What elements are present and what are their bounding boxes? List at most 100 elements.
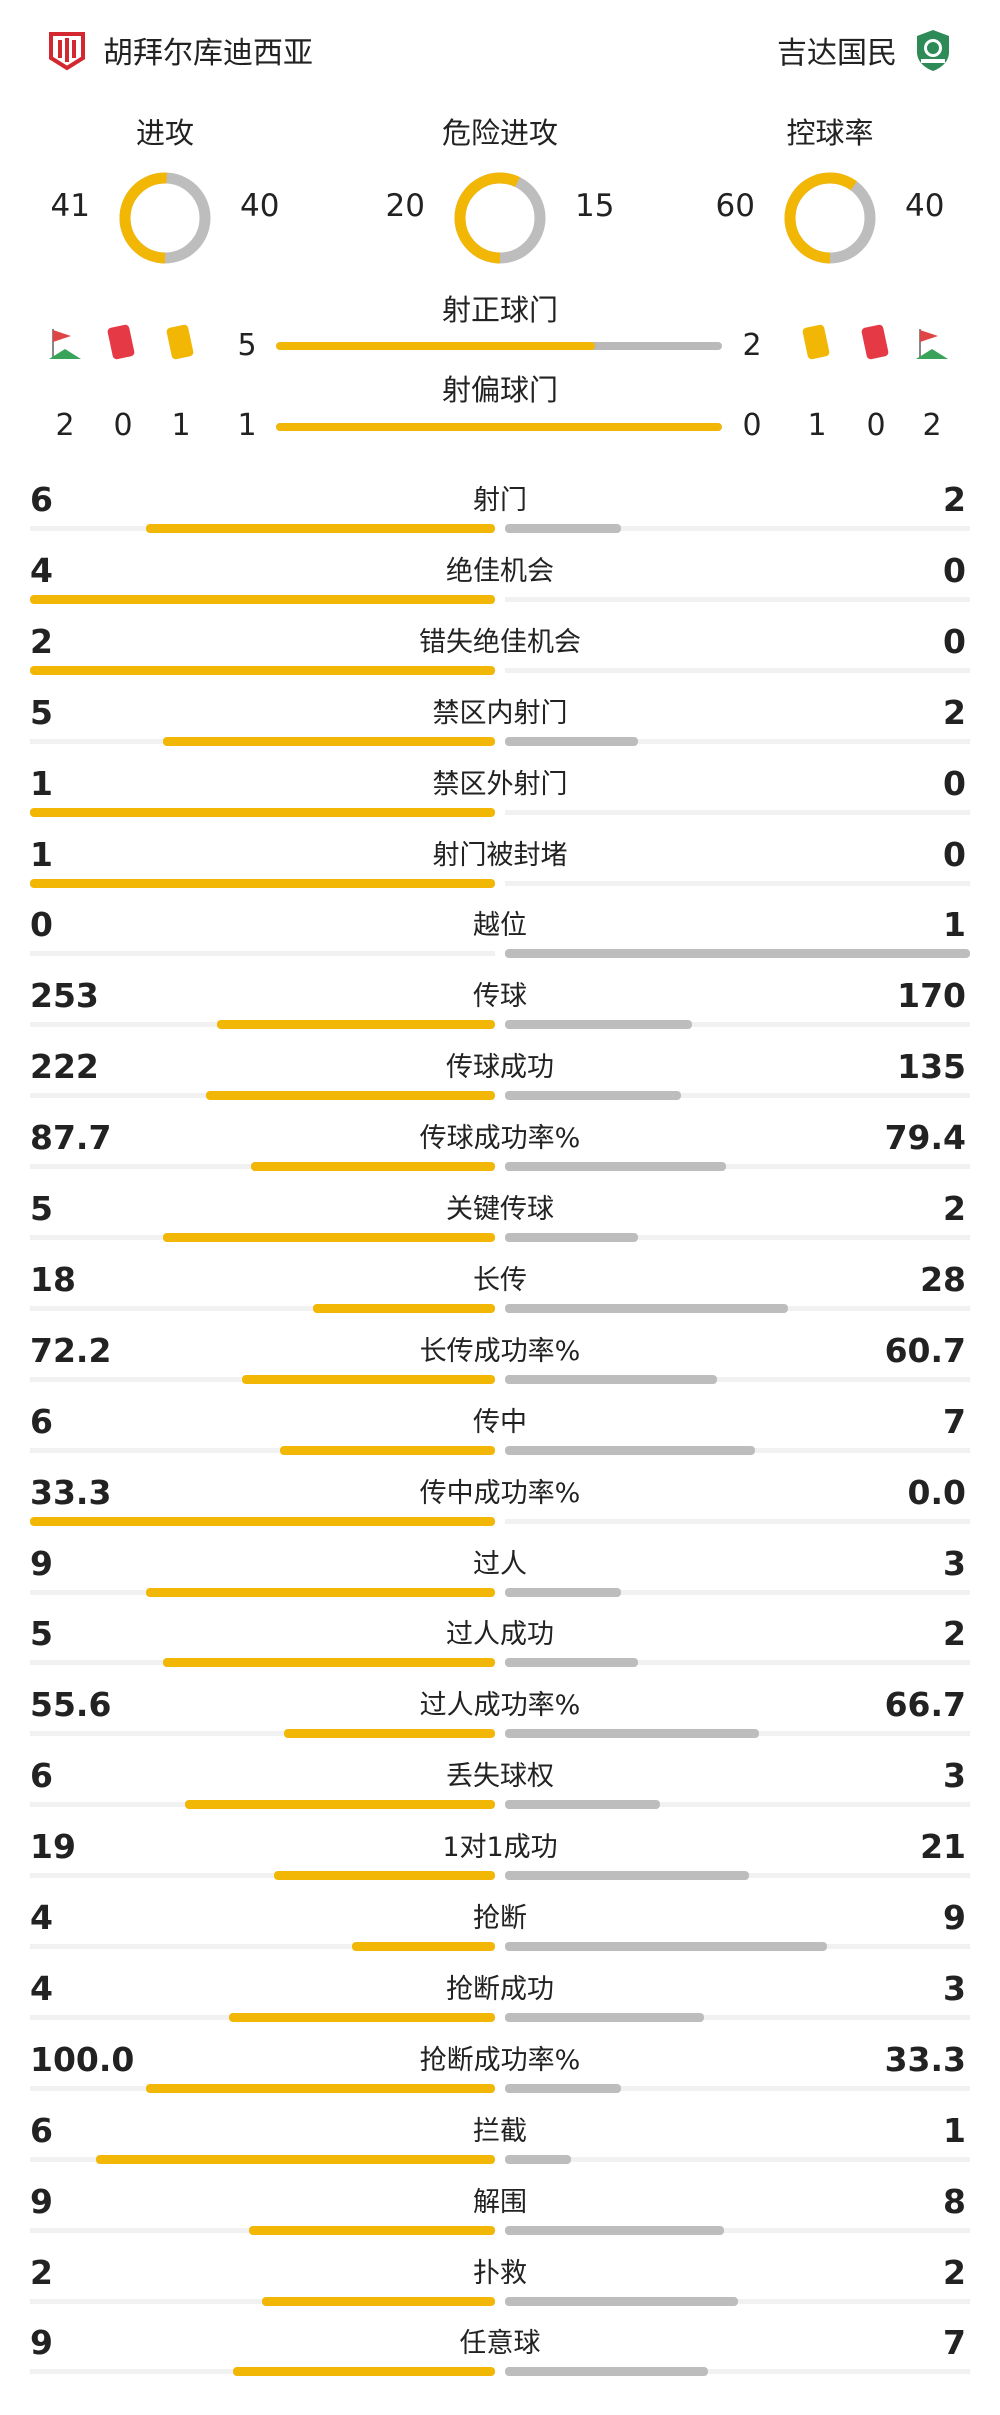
stat-label: 禁区外射门 <box>432 768 568 800</box>
home-yellow-count: 1 <box>171 408 191 443</box>
stat-away-value: 135 <box>897 1047 966 1087</box>
stat-row: 1 禁区外射门 0 <box>0 762 1000 832</box>
stat-away-bar <box>505 2367 708 2377</box>
club-crest-green-icon <box>917 30 949 71</box>
donut-title: 进攻 <box>135 116 194 150</box>
stat-away-track <box>505 1376 970 1382</box>
stat-away-value: 0 <box>943 834 966 874</box>
donut-chart <box>784 172 876 264</box>
stat-away-bar <box>505 2012 704 2022</box>
stat-away-value: 3 <box>943 1756 966 1796</box>
shots-off-target-away: 0 <box>742 408 762 443</box>
stat-home-bar <box>163 1658 495 1668</box>
yellow-card-icon <box>802 324 830 360</box>
stat-row: 4 抢断 9 <box>0 1896 1000 1966</box>
donut-home-value: 60 <box>715 188 755 224</box>
home-team[interactable]: 胡拜尔库迪西亚 <box>45 28 313 72</box>
stat-home-track <box>30 1447 495 1453</box>
stat-away-value: 1 <box>943 905 966 945</box>
stat-home-value: 5 <box>30 692 53 732</box>
stat-home-value: 9 <box>30 1543 53 1583</box>
stat-away-track <box>505 1518 970 1524</box>
stat-home-bar <box>262 2296 495 2306</box>
stat-away-bar <box>505 2225 724 2235</box>
donut-chart <box>454 172 546 264</box>
stat-home-bar <box>30 1516 495 1526</box>
stat-home-value: 19 <box>30 1827 76 1867</box>
stat-home-value: 6 <box>30 1756 53 1796</box>
donut-possession: 控球率 60 40 <box>665 110 995 270</box>
stat-home-value: 72.2 <box>30 1330 112 1370</box>
stat-row: 4 绝佳机会 0 <box>0 549 1000 619</box>
stat-away-track <box>505 667 970 673</box>
stat-row: 253 传球 170 <box>0 974 1000 1044</box>
stat-label: 抢断 <box>473 1903 527 1934</box>
stat-away-track <box>505 2369 970 2375</box>
stat-label: 抢断成功 <box>446 1973 554 2005</box>
stat-row: 33.3 传中成功率% 0.0 <box>0 1471 1000 1541</box>
stat-away-value: 2 <box>943 1189 966 1228</box>
stat-home-bar <box>249 2225 495 2235</box>
stat-home-bar <box>30 807 495 817</box>
donut-home-arc <box>784 172 876 264</box>
stat-row: 6 丢失球权 3 <box>0 1754 1000 1824</box>
stat-away-value: 0.0 <box>907 1472 966 1512</box>
stat-row: 6 拦截 1 <box>0 2109 1000 2179</box>
stat-label: 禁区内射门 <box>432 697 568 729</box>
stat-away-value: 9 <box>943 1898 966 1937</box>
stat-away-track <box>505 2014 970 2020</box>
stat-away-value: 0 <box>943 550 966 590</box>
shots-on-target-bar <box>276 342 722 350</box>
stat-away-value: 60.7 <box>884 1330 966 1370</box>
match-header: 胡拜尔库迪西亚 吉达国民 <box>0 0 1000 100</box>
stat-label: 射门 <box>473 485 527 516</box>
stat-away-bar <box>505 524 621 533</box>
donut-dangerous-attacks: 危险进攻 20 15 <box>335 110 665 270</box>
corner-flag-icon <box>916 329 948 359</box>
shots-off-target-label: 射偏球门 <box>441 373 558 407</box>
stat-away-bar <box>505 2083 621 2093</box>
stat-row: 18 长传 28 <box>0 1258 1000 1328</box>
stat-label: 传中 <box>473 1406 527 1438</box>
donut-away-value: 15 <box>575 188 615 224</box>
home-corner-count: 2 <box>55 408 75 443</box>
stat-home-track <box>30 1305 495 1311</box>
stat-label: 过人 <box>473 1548 527 1580</box>
stat-row: 87.7 传球成功率% 79.4 <box>0 1116 1000 1186</box>
stat-away-track <box>505 2085 970 2091</box>
stat-label: 抢断成功率% <box>419 2044 581 2076</box>
stat-home-value: 100.0 <box>30 2039 135 2079</box>
stat-away-value: 28 <box>920 1259 966 1299</box>
stat-home-bar <box>242 1374 495 1384</box>
stat-row: 2 错失绝佳机会 0 <box>0 620 1000 690</box>
stat-home-bar <box>163 1233 495 1242</box>
stat-home-bar <box>96 2154 495 2164</box>
stat-away-value: 66.7 <box>884 1685 966 1725</box>
stat-home-value: 1 <box>30 763 53 803</box>
stat-away-track <box>505 1802 970 1808</box>
stat-away-track <box>505 880 970 886</box>
donut-attacks: 进攻 41 40 <box>0 110 330 270</box>
stat-home-bar <box>30 594 495 604</box>
stat-away-value: 7 <box>943 2323 966 2363</box>
stat-home-track <box>30 1731 495 1737</box>
stat-away-bar <box>505 1374 717 1384</box>
stat-label: 传球成功 <box>446 1052 554 1084</box>
stat-away-bar <box>505 1091 681 1101</box>
stat-away-value: 7 <box>943 1401 966 1441</box>
away-red-count: 0 <box>866 408 886 443</box>
donut-home-arc <box>119 172 211 264</box>
stat-row: 55.6 过人成功率% 66.7 <box>0 1683 1000 1753</box>
stat-row: 9 过人 3 <box>0 1542 1000 1612</box>
yellow-card-icon <box>166 324 194 360</box>
stat-label: 关键传球 <box>446 1194 554 1225</box>
shots-on-target-home: 5 <box>237 328 257 363</box>
stat-home-value: 55.6 <box>30 1685 112 1725</box>
stat-away-track <box>505 2156 970 2162</box>
stat-away-value: 0 <box>943 621 966 661</box>
stat-away-bar <box>505 1658 638 1668</box>
stat-away-value: 3 <box>943 1543 966 1583</box>
away-team[interactable]: 吉达国民 <box>777 28 955 72</box>
stat-away-bar <box>505 1303 788 1313</box>
shots-on-target-away: 2 <box>742 328 762 363</box>
